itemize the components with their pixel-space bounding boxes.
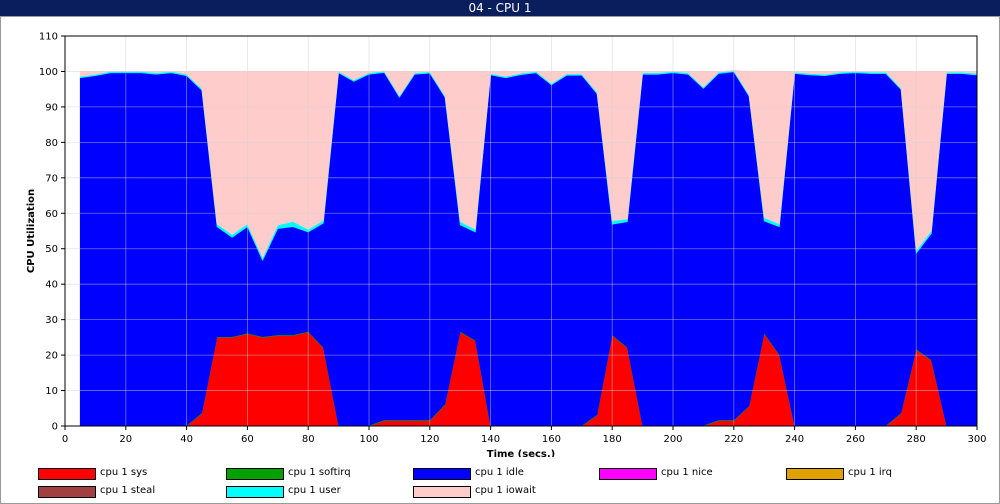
plot-border	[64, 35, 978, 427]
x-tick-label: 300	[967, 434, 986, 445]
legend-swatch	[38, 468, 96, 480]
y-tick-label: 110	[39, 32, 58, 43]
legend-label: cpu 1 user	[288, 485, 341, 496]
y-tick-label: 30	[45, 315, 58, 326]
window-title-bar: 04 - CPU 1	[0, 0, 1000, 16]
y-tick-label: 40	[45, 280, 58, 291]
legend-label: cpu 1 nice	[661, 467, 713, 478]
legend-label: cpu 1 steal	[100, 485, 156, 496]
y-tick-label: 100	[39, 67, 58, 78]
legend-label: cpu 1 idle	[475, 467, 524, 478]
x-tick-label: 120	[420, 434, 439, 445]
cpu-utilization-chart: 0 10 20 30 40 50 60 70 80 90 100 110 0 20 40 60 80 100 120…	[26, 32, 987, 458]
x-tick-label: 60	[241, 434, 254, 445]
y-tick-label: 80	[45, 138, 58, 149]
legend-swatch	[599, 468, 657, 480]
x-tick-label: 280	[907, 434, 926, 445]
legend-swatch	[226, 486, 284, 498]
x-tick-label: 40	[180, 434, 193, 445]
x-tick-label: 260	[846, 434, 865, 445]
legend-label: cpu 1 sys	[100, 467, 148, 478]
legend-label: cpu 1 irq	[848, 467, 892, 478]
y-tick-label: 10	[45, 386, 58, 397]
x-tick-label: 80	[302, 434, 315, 445]
legend-swatch	[786, 468, 844, 480]
x-tick-label: 200	[663, 434, 682, 445]
x-tick-label: 100	[359, 434, 378, 445]
legend-swatch	[38, 486, 96, 498]
y-tick-label: 60	[45, 209, 58, 220]
x-tick-label: 160	[542, 434, 561, 445]
y-tick-label: 70	[45, 173, 58, 184]
legend-swatch	[226, 468, 284, 480]
legend-swatch	[413, 468, 471, 480]
x-tick-label: 240	[785, 434, 804, 445]
x-tick-label: 20	[119, 434, 132, 445]
chart-frame: 0 10 20 30 40 50 60 70 80 90 100 110 0 20 40 60 80 100 120…	[0, 16, 1000, 504]
legend-label: cpu 1 softirq	[288, 467, 351, 478]
y-axis-label: CPU Utilization	[26, 189, 37, 273]
y-tick-label: 50	[45, 244, 58, 255]
y-tick-label: 20	[45, 351, 58, 362]
y-tick-label: 0	[52, 422, 58, 433]
x-axis-label: Time (secs.)	[487, 449, 556, 457]
window-title: 04 - CPU 1	[468, 1, 532, 15]
x-tick-label: 0	[62, 434, 68, 445]
y-tick-label: 90	[45, 102, 58, 113]
x-tick-label: 140	[481, 434, 500, 445]
legend-swatch	[413, 486, 471, 498]
x-tick-label: 220	[724, 434, 743, 445]
x-tick-label: 180	[603, 434, 622, 445]
legend-label: cpu 1 iowait	[475, 485, 536, 496]
